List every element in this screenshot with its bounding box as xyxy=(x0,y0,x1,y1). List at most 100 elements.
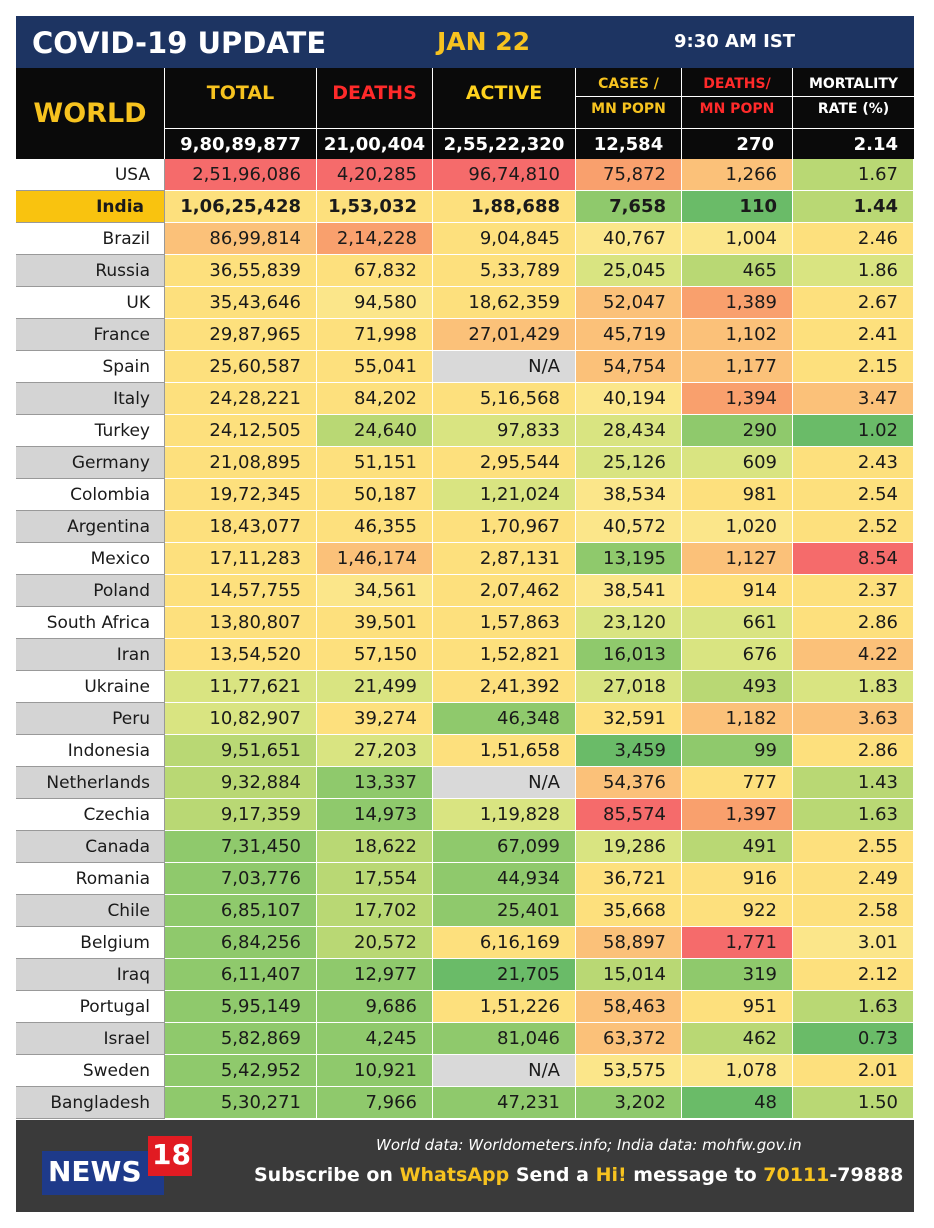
cell-deaths-mn: 465 xyxy=(682,255,793,287)
cell-active: 1,57,863 xyxy=(433,607,576,639)
column-header-label: ACTIVE xyxy=(465,82,543,104)
column-header-mortality: MORTALITY RATE (%) xyxy=(793,68,914,128)
cell-cases-mn: 40,194 xyxy=(576,383,682,415)
column-header-total: TOTAL xyxy=(165,68,317,128)
country-name: Iraq xyxy=(16,959,165,991)
country-name: UK xyxy=(16,287,165,319)
cell-active: 2,41,392 xyxy=(433,671,576,703)
table-row: Spain 25,60,587 55,041 N/A 54,754 1,177 2.15 xyxy=(16,351,914,383)
cell-mortality: 2.86 xyxy=(793,735,914,767)
country-name: Mexico xyxy=(16,543,165,575)
cell-deaths-mn: 110 xyxy=(682,191,793,223)
table-row: Argentina 18,43,077 46,355 1,70,967 40,572 1,… xyxy=(16,511,914,543)
cell-active: 27,01,429 xyxy=(433,319,576,351)
cell-deaths-mn: 676 xyxy=(682,639,793,671)
cell-deaths: 10,921 xyxy=(317,1055,433,1087)
cell-cases-mn: 15,014 xyxy=(576,959,682,991)
country-name: Italy xyxy=(16,383,165,415)
cell-cases-mn: 38,534 xyxy=(576,479,682,511)
cell-mortality: 2.37 xyxy=(793,575,914,607)
cell-active: 21,705 xyxy=(433,959,576,991)
cell-mortality: 1.02 xyxy=(793,415,914,447)
cell-deaths: 27,203 xyxy=(317,735,433,767)
cell-total: 11,77,621 xyxy=(165,671,317,703)
cell-total: 24,28,221 xyxy=(165,383,317,415)
data-source-line: World data: Worldometers.info; India dat… xyxy=(376,1136,802,1154)
cell-active: 44,934 xyxy=(433,863,576,895)
cell-deaths: 1,46,174 xyxy=(317,543,433,575)
cell-cases-mn: 35,668 xyxy=(576,895,682,927)
cell-mortality: 0.73 xyxy=(793,1023,914,1055)
cell-mortality: 1.67 xyxy=(793,159,914,191)
cell-mortality: 3.01 xyxy=(793,927,914,959)
cell-mortality: 1.44 xyxy=(793,191,914,223)
cell-deaths-mn: 1,266 xyxy=(682,159,793,191)
cell-deaths: 7,966 xyxy=(317,1087,433,1119)
cell-total: 5,82,869 xyxy=(165,1023,317,1055)
subscribe-mid: Send a xyxy=(515,1164,589,1186)
table-row: UK 35,43,646 94,580 18,62,359 52,047 1,389 2.6… xyxy=(16,287,914,319)
cell-cases-mn: 54,376 xyxy=(576,767,682,799)
cell-cases-mn: 23,120 xyxy=(576,607,682,639)
cell-cases-mn: 28,434 xyxy=(576,415,682,447)
world-mortality-rate: 2.14 xyxy=(793,128,914,159)
cell-deaths: 9,686 xyxy=(317,991,433,1023)
cell-mortality: 1.86 xyxy=(793,255,914,287)
table-row: Iraq 6,11,407 12,977 21,705 15,014 319 2.12 xyxy=(16,959,914,991)
cell-total: 24,12,505 xyxy=(165,415,317,447)
cell-total: 9,32,884 xyxy=(165,767,317,799)
column-header-deaths: DEATHS xyxy=(317,68,433,128)
cell-deaths-mn: 951 xyxy=(682,991,793,1023)
cell-mortality: 2.54 xyxy=(793,479,914,511)
cell-total: 6,85,107 xyxy=(165,895,317,927)
cell-deaths: 1,53,032 xyxy=(317,191,433,223)
table-row: Romania 7,03,776 17,554 44,934 36,721 916 2.49 xyxy=(16,863,914,895)
cell-mortality: 2.52 xyxy=(793,511,914,543)
cell-deaths-mn: 1,771 xyxy=(682,927,793,959)
cell-deaths-mn: 491 xyxy=(682,831,793,863)
main-title: COVID-19 UPDATE xyxy=(32,26,327,60)
news18-logo: NEWS 18 xyxy=(42,1136,192,1195)
country-name: France xyxy=(16,319,165,351)
table-row: Peru 10,82,907 39,274 46,348 32,591 1,182 3.63 xyxy=(16,703,914,735)
column-header-active: ACTIVE xyxy=(433,68,576,128)
table-row: USA 2,51,96,086 4,20,285 96,74,810 75,872 1,2… xyxy=(16,159,914,191)
table-row: Iran 13,54,520 57,150 1,52,821 16,013 676 4.22 xyxy=(16,639,914,671)
cell-deaths-mn: 1,182 xyxy=(682,703,793,735)
cell-total: 1,06,25,428 xyxy=(165,191,317,223)
cell-deaths: 4,245 xyxy=(317,1023,433,1055)
table-row: France 29,87,965 71,998 27,01,429 45,719 1,10… xyxy=(16,319,914,351)
cell-cases-mn: 25,126 xyxy=(576,447,682,479)
phone-rest: -79888 xyxy=(829,1164,904,1186)
country-name: India xyxy=(16,191,165,223)
cell-total: 5,30,271 xyxy=(165,1087,317,1119)
cell-deaths-mn: 1,127 xyxy=(682,543,793,575)
table-row: Brazil 86,99,814 2,14,228 9,04,845 40,767 1,0… xyxy=(16,223,914,255)
cell-cases-mn: 27,018 xyxy=(576,671,682,703)
cell-deaths: 51,151 xyxy=(317,447,433,479)
cell-mortality: 2.12 xyxy=(793,959,914,991)
cell-deaths: 84,202 xyxy=(317,383,433,415)
cell-deaths: 39,274 xyxy=(317,703,433,735)
world-total-cases: 9,80,89,877 xyxy=(165,128,317,159)
country-name: Portugal xyxy=(16,991,165,1023)
cell-deaths: 50,187 xyxy=(317,479,433,511)
cell-active: 5,16,568 xyxy=(433,383,576,415)
table-row: Czechia 9,17,359 14,973 1,19,828 85,574 1,397… xyxy=(16,799,914,831)
world-total-deaths: 21,00,404 xyxy=(317,128,433,159)
cell-active: N/A xyxy=(433,1055,576,1087)
cell-deaths-mn: 462 xyxy=(682,1023,793,1055)
cell-active: 1,70,967 xyxy=(433,511,576,543)
country-name: Peru xyxy=(16,703,165,735)
cell-cases-mn: 40,767 xyxy=(576,223,682,255)
country-name: Netherlands xyxy=(16,767,165,799)
table-row: Indonesia 9,51,651 27,203 1,51,658 3,459 99 2.… xyxy=(16,735,914,767)
cell-cases-mn: 75,872 xyxy=(576,159,682,191)
cell-mortality: 2.86 xyxy=(793,607,914,639)
cell-total: 5,95,149 xyxy=(165,991,317,1023)
cell-active: 67,099 xyxy=(433,831,576,863)
logo-number-box xyxy=(148,1136,192,1176)
cell-deaths: 46,355 xyxy=(317,511,433,543)
cell-total: 7,31,450 xyxy=(165,831,317,863)
cell-deaths-mn: 777 xyxy=(682,767,793,799)
